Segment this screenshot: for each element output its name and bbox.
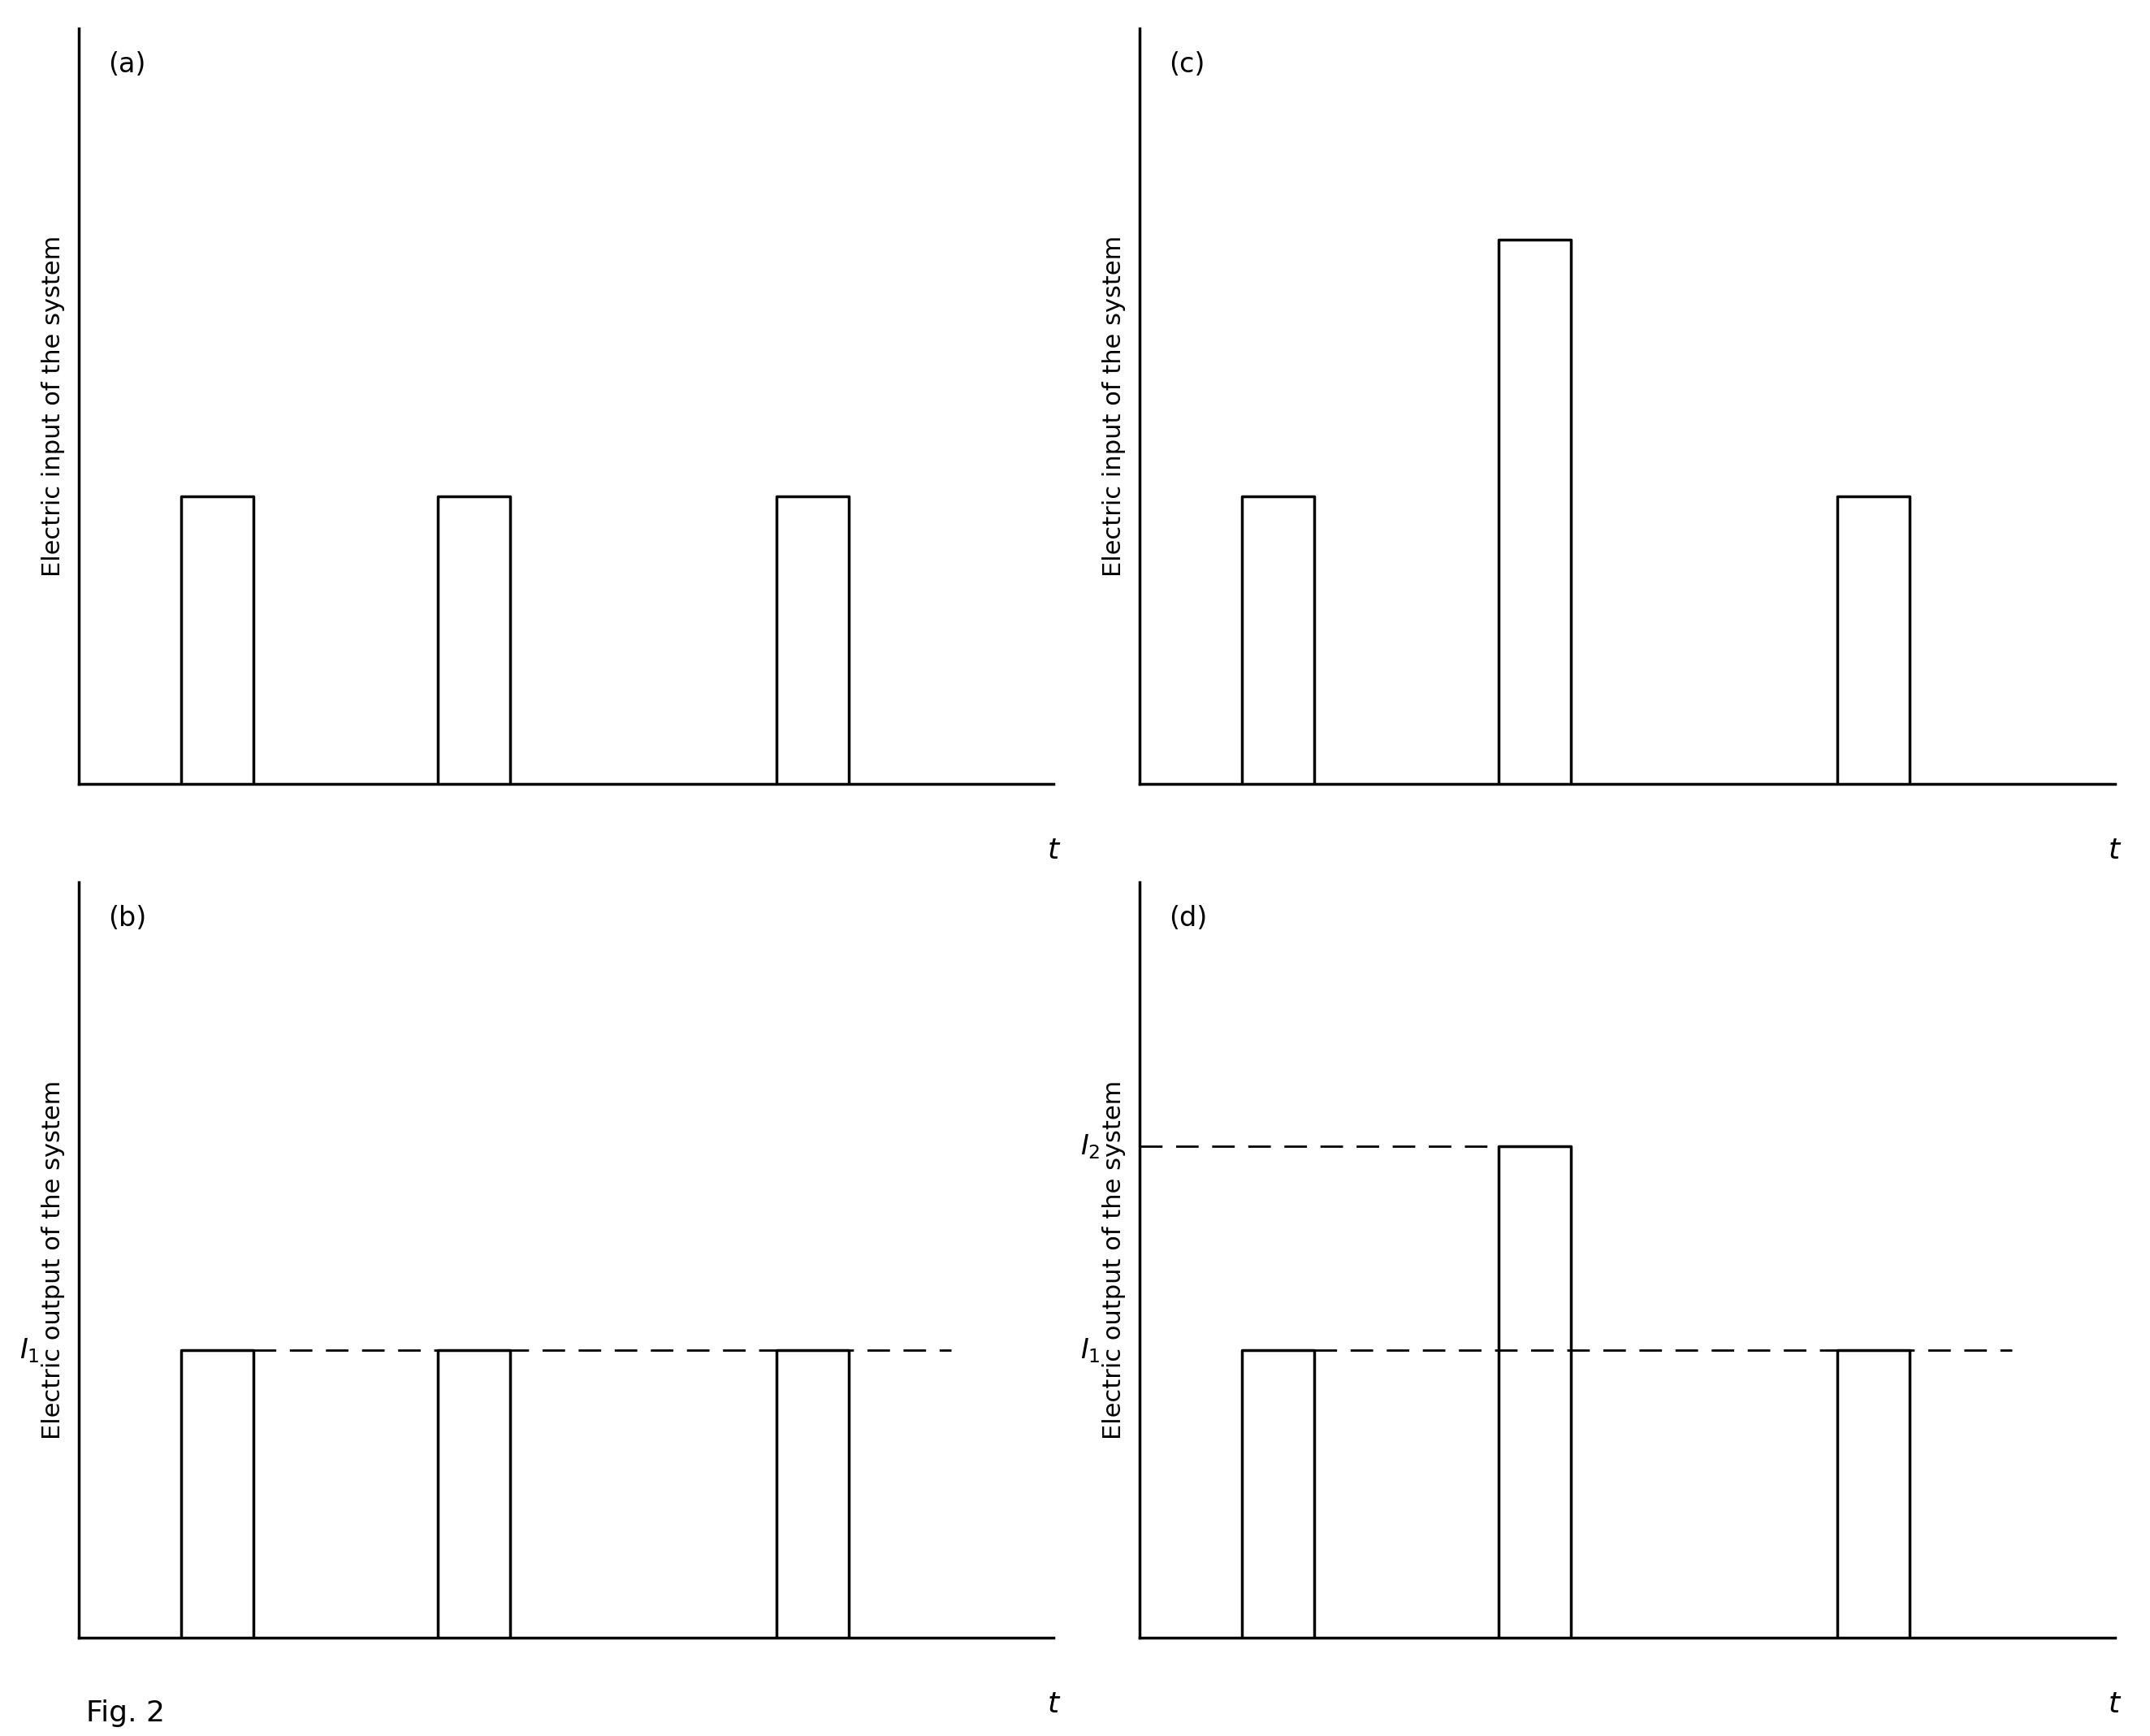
Y-axis label: Electric input of the system: Electric input of the system: [41, 236, 64, 576]
Text: (c): (c): [1170, 50, 1204, 78]
Text: $I_1$: $I_1$: [1081, 1337, 1101, 1364]
Text: $t$: $t$: [2107, 837, 2122, 865]
Text: (d): (d): [1170, 904, 1206, 932]
Text: $t$: $t$: [1047, 1691, 1060, 1719]
Text: $I_2$: $I_2$: [1081, 1132, 1101, 1161]
Y-axis label: Electric output of the system: Electric output of the system: [1103, 1080, 1127, 1439]
Text: (b): (b): [107, 904, 146, 932]
Y-axis label: Electric input of the system: Electric input of the system: [1103, 236, 1127, 576]
Text: $t$: $t$: [1047, 837, 1060, 865]
Text: (a): (a): [107, 50, 146, 78]
Text: Fig. 2: Fig. 2: [86, 1700, 166, 1727]
Y-axis label: Electric output of the system: Electric output of the system: [41, 1080, 64, 1439]
Text: $I_1$: $I_1$: [19, 1337, 39, 1364]
Text: $t$: $t$: [2107, 1691, 2122, 1719]
